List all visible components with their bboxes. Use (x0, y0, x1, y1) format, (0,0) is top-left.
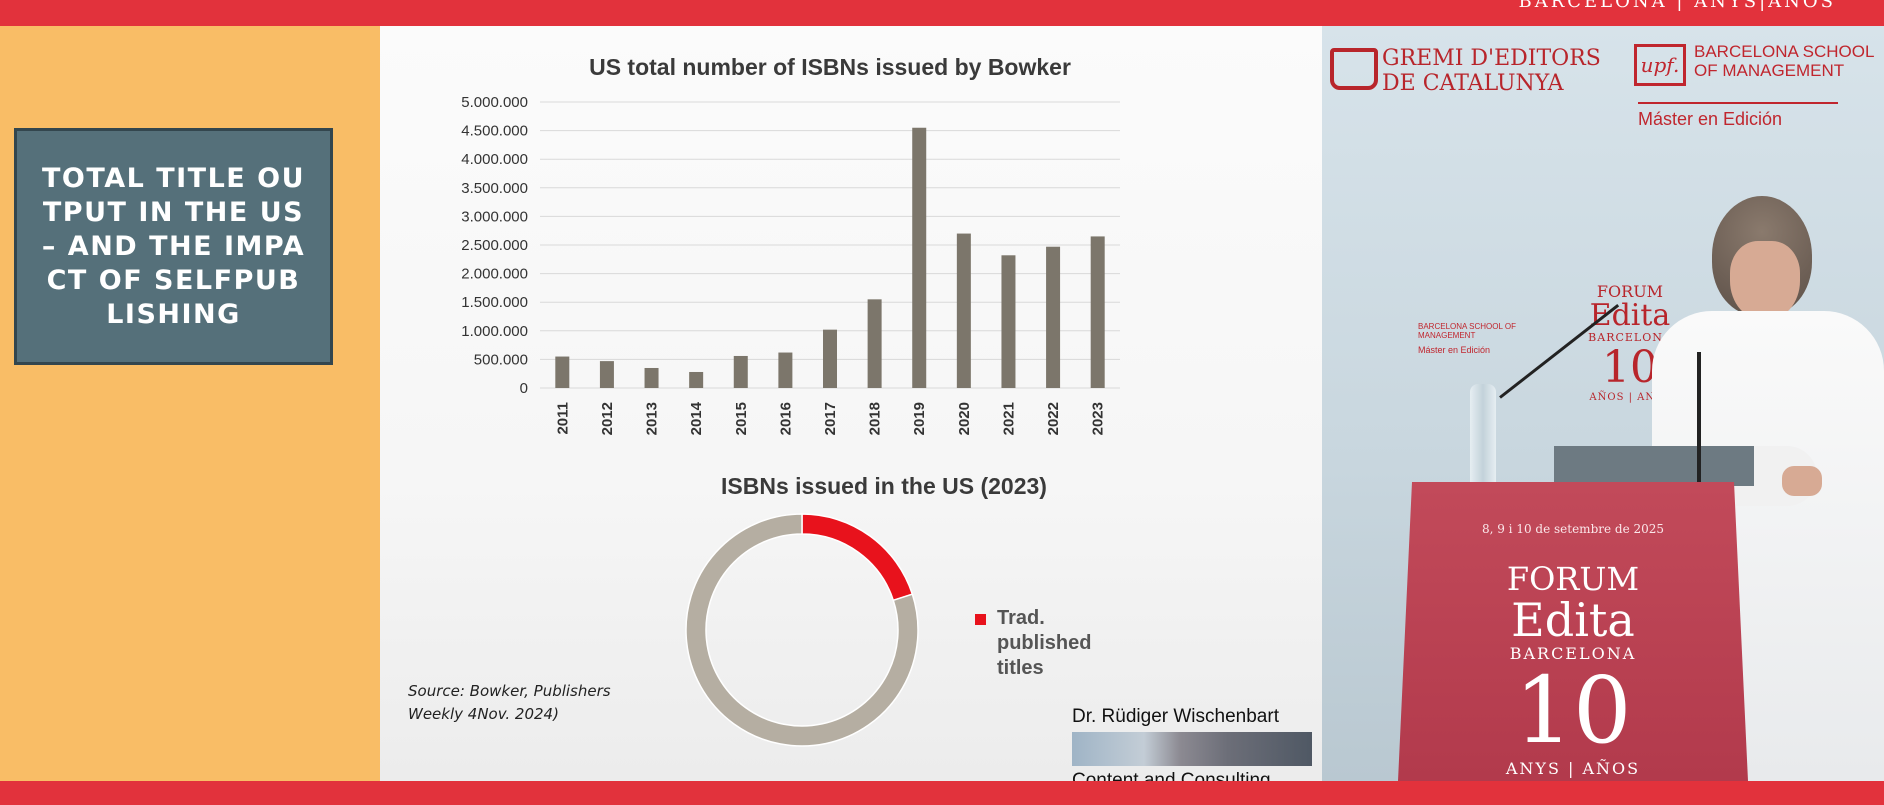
speaker-hand (1782, 466, 1822, 496)
microphone-right (1697, 352, 1701, 492)
legend-label-trad: Trad. published titles (997, 607, 1092, 679)
y-tick-label: 2.000.000 (461, 266, 528, 283)
upf-school-name: BARCELONA SCHOOL OF MANAGEMENT (1694, 42, 1874, 80)
backdrop-city-word: BARCELONA (1588, 331, 1672, 344)
upf-divider (1638, 102, 1838, 104)
bar-2013 (644, 367, 659, 388)
x-tick-label: 2023 (1090, 402, 1107, 435)
bar-chart-title: US total number of ISBNs issued by Bowke… (589, 54, 1071, 80)
y-tick-label: 4.000.000 (461, 151, 528, 168)
podium-edita-word: Edita (1511, 593, 1635, 647)
x-tick-label: 2018 (867, 402, 884, 435)
bar-2017 (823, 329, 837, 388)
x-tick-label: 2019 (911, 402, 928, 435)
speaker-face (1730, 241, 1800, 321)
bar-2015 (733, 355, 748, 388)
top-brand-text: BARCELONA | ANYS|AÑOS (1518, 0, 1836, 12)
slide-title: TOTAL TITLE OUTPUT IN THE US – AND THE I… (41, 162, 306, 330)
bar-2023 (1090, 236, 1105, 388)
backdrop-edita-word: Edita (1589, 298, 1671, 333)
podium-forum-word: FORUM (1506, 560, 1640, 598)
y-tick-label: 3.500.000 (461, 180, 528, 197)
author-name: Dr. Rüdiger Wischenbart (1072, 706, 1279, 727)
legend-swatch-trad (975, 614, 986, 625)
x-tick-label: 2015 (733, 402, 750, 435)
y-tick-label: 2.500.000 (461, 237, 528, 254)
podium-logo: FORUM Edita BARCELONA 10 ANYS | AÑOS (1398, 562, 1748, 778)
y-tick-label: 5.000.000 (461, 94, 528, 111)
charts-canvas: US total number of ISBNs issued by Bowke… (461, 54, 1120, 747)
podium-years-word: ANYS | AÑOS (1505, 759, 1641, 778)
water-bottle (1470, 384, 1496, 488)
author-photo-strip (1072, 732, 1312, 766)
y-tick-label: 500.000 (474, 351, 528, 368)
x-tick-label: 2020 (956, 402, 973, 435)
backdrop-forum-word: FORUM (1596, 282, 1664, 301)
x-tick-label: 2021 (1000, 402, 1017, 435)
laptop (1554, 446, 1754, 486)
bar-2021 (1001, 255, 1016, 388)
backdrop-upf-school: BARCELONA SCHOOL OF MANAGEMENT (1418, 322, 1516, 340)
donut-chart-title: ISBNs issued in the US (2023) (721, 473, 1047, 499)
backdrop-forum-logo: FORUM Edita BARCELONA 10 AÑOS | ANYS (1580, 282, 1680, 403)
y-tick-label: 3.000.000 (461, 208, 528, 225)
master-label: Máster en Edición (1638, 109, 1783, 129)
bar-2014 (689, 371, 704, 388)
bar-2022 (1046, 246, 1061, 388)
podium-ten-mark: 10 (1514, 657, 1632, 764)
upf-logo-box: upf. (1634, 44, 1686, 86)
y-tick-label: 1.500.000 (461, 294, 528, 311)
y-tick-label: 0 (520, 380, 528, 397)
x-tick-label: 2013 (644, 402, 661, 435)
podium-city-word: BARCELONA (1509, 644, 1637, 663)
gremi-logo-text: GREMI D'EDITORS DE CATALUNYA (1382, 46, 1601, 96)
source-note: Source: Bowker, Publishers Weekly 4Nov. … (408, 682, 611, 723)
slide-main-panel: US total number of ISBNs issued by Bowke… (380, 26, 1322, 791)
donut-slice-other (685, 513, 919, 747)
x-tick-label: 2022 (1045, 402, 1062, 435)
x-tick-label: 2012 (599, 402, 616, 435)
backdrop-upf-logo: BARCELONA SCHOOL OF MANAGEMENT Máster en… (1418, 322, 1528, 355)
slide-title-box: TOTAL TITLE OUTPUT IN THE US – AND THE I… (14, 128, 333, 365)
top-banner: BARCELONA | ANYS|AÑOS (0, 0, 1884, 26)
slide-left-panel: TOTAL TITLE OUTPUT IN THE US – AND THE I… (0, 26, 380, 781)
bar-2016 (778, 352, 793, 388)
bar-2011 (555, 356, 570, 388)
y-tick-label: 4.500.000 (461, 123, 528, 140)
x-tick-label: 2011 (554, 402, 571, 435)
backdrop-years-word: AÑOS | ANYS (1589, 392, 1671, 403)
podium-date: 8, 9 i 10 de setembre de 2025 (1481, 522, 1665, 536)
podium: 8, 9 i 10 de setembre de 2025 FORUM Edit… (1398, 482, 1748, 781)
backdrop-upf-master: Máster en Edición (1418, 345, 1491, 355)
bar-2012 (599, 361, 614, 388)
bar-2018 (867, 299, 882, 388)
bar-2019 (912, 127, 927, 389)
donut-slice-trad (801, 513, 914, 602)
bottom-banner (0, 781, 1884, 805)
author-block: Dr. Rüdiger Wischenbart Content and Cons… (1072, 706, 1312, 792)
x-tick-label: 2016 (777, 402, 794, 435)
bar-2020 (956, 233, 971, 388)
x-tick-label: 2017 (822, 402, 839, 435)
stage-scene: GREMI D'EDITORS DE CATALUNYA upf. BARCEL… (1322, 26, 1884, 781)
x-tick-label: 2014 (688, 401, 705, 435)
y-tick-label: 1.000.000 (461, 323, 528, 340)
backdrop-ten-mark: 10 (1602, 342, 1658, 393)
gremi-logo-icon (1330, 48, 1378, 90)
